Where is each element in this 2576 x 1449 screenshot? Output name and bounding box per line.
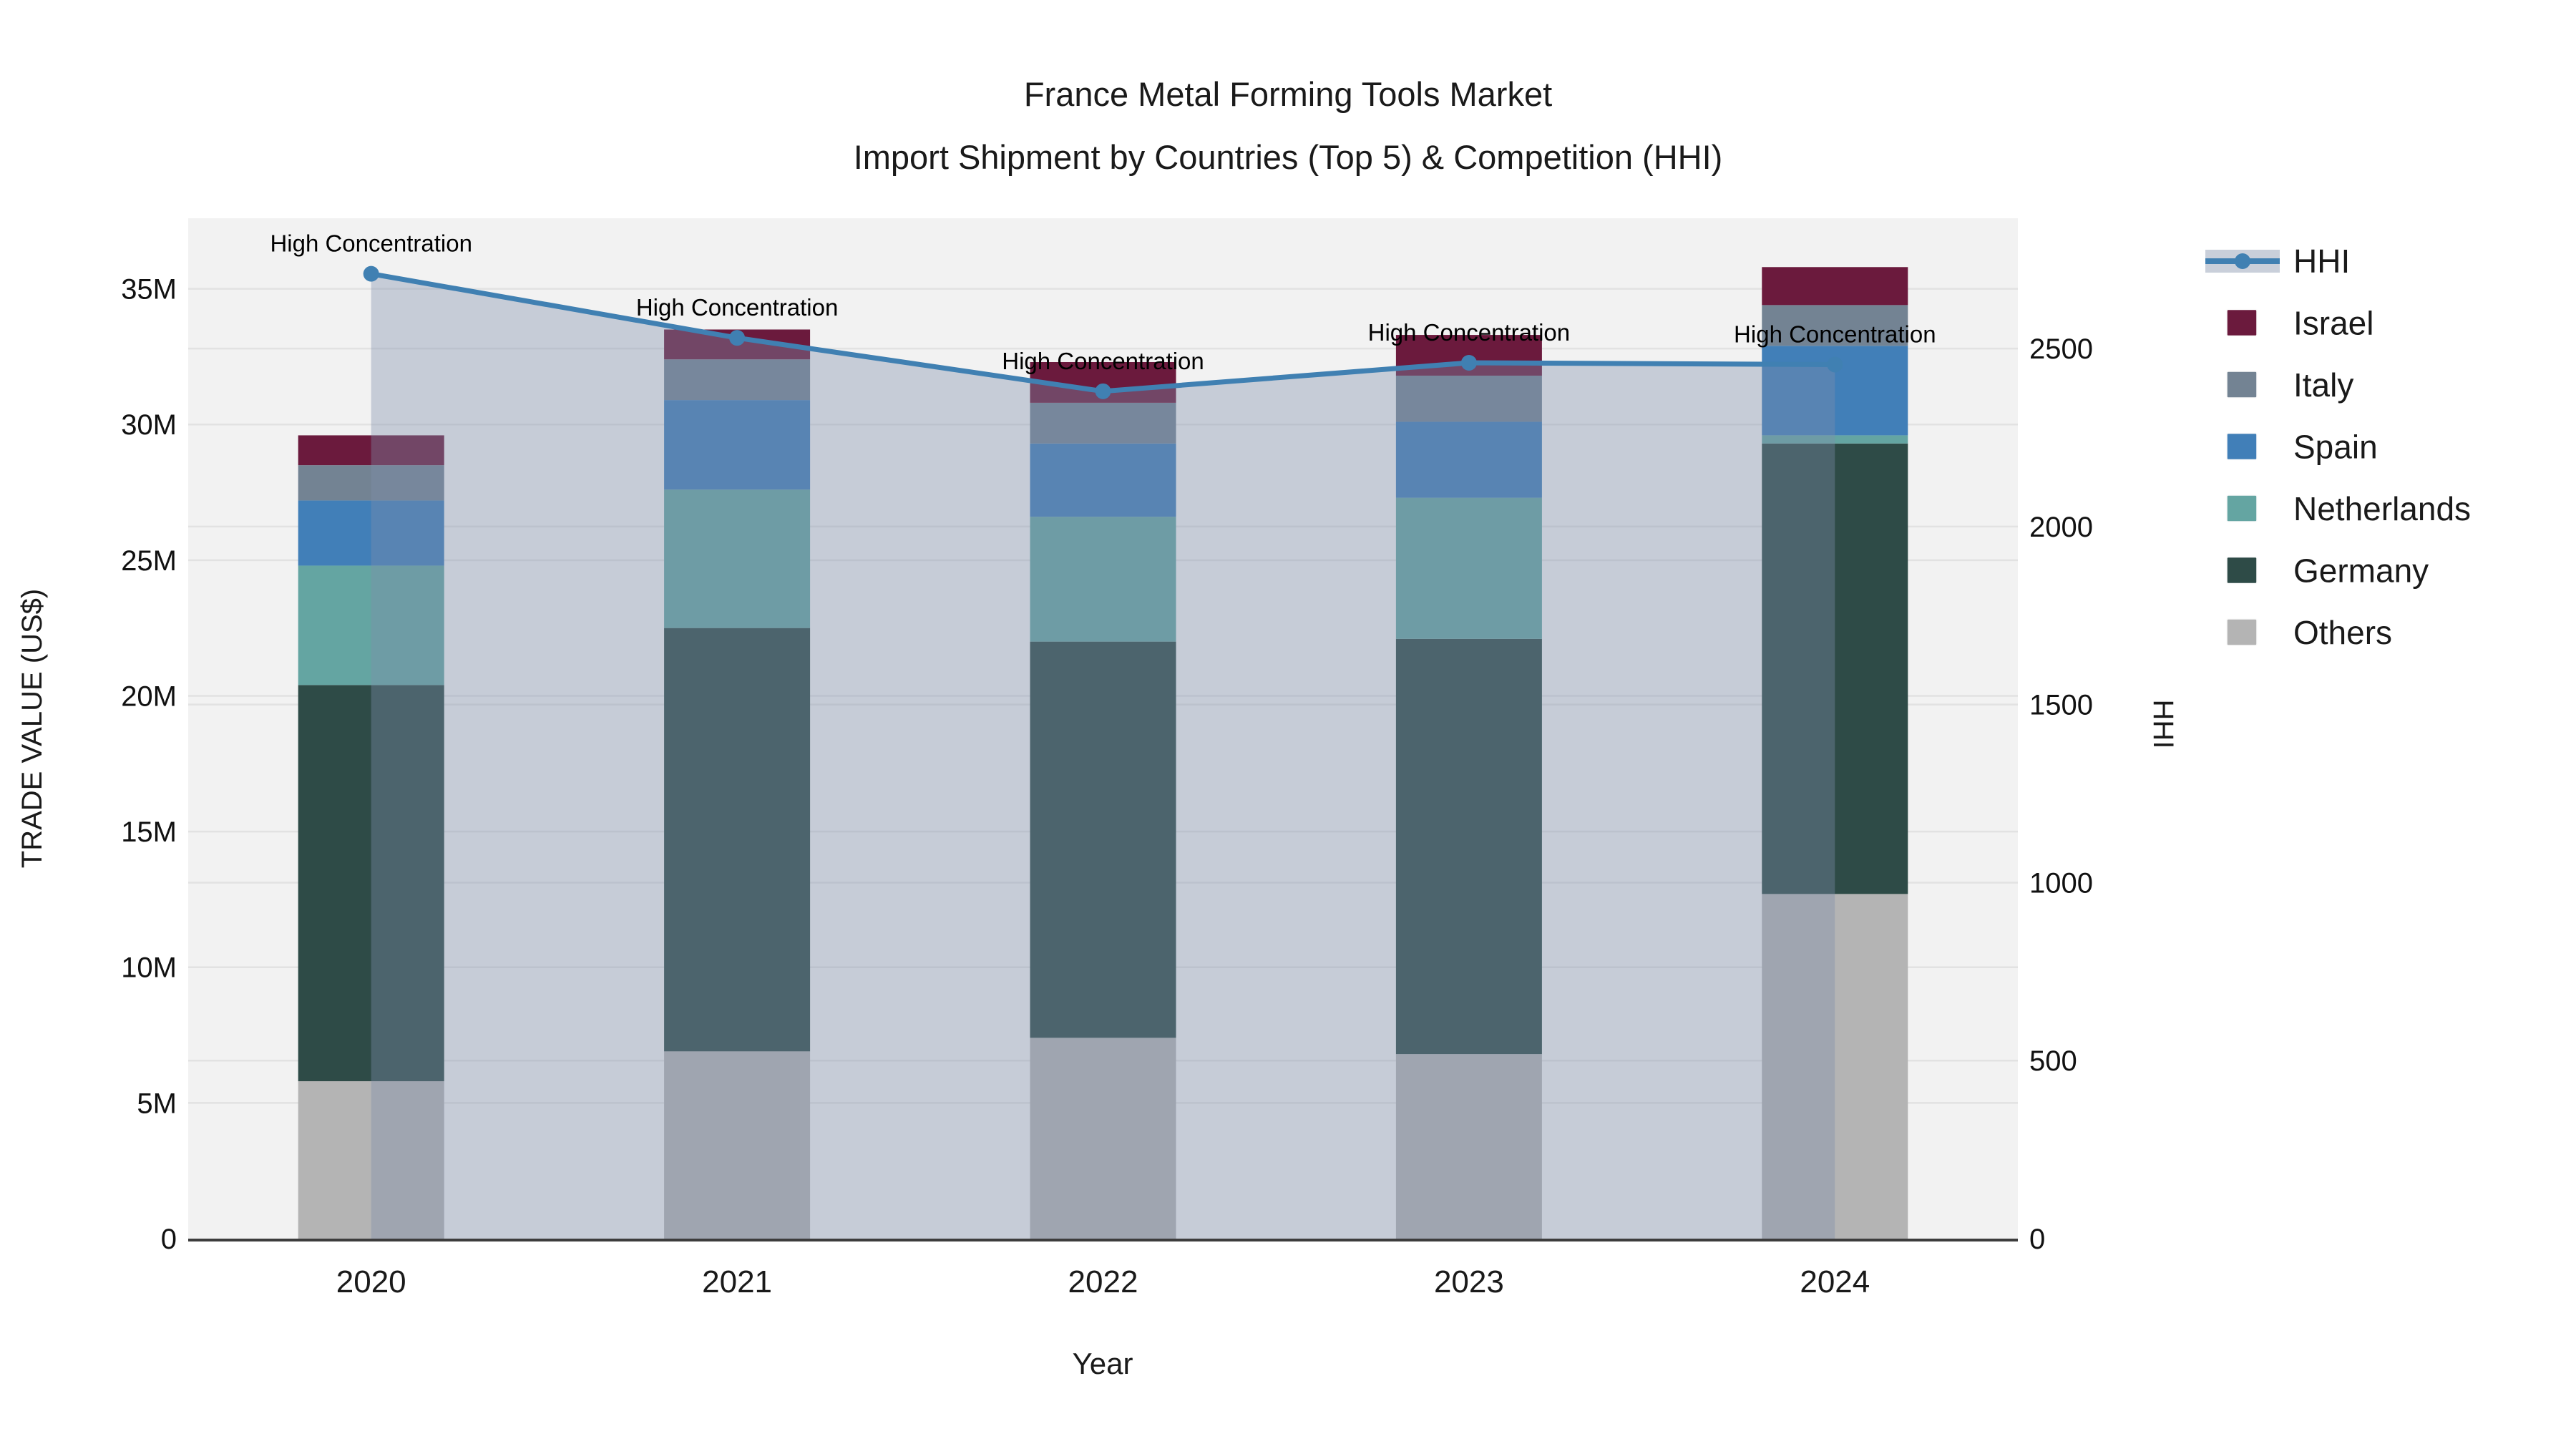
y-right-tick-label: 0 — [2029, 1224, 2045, 1255]
legend-swatch-germany — [2226, 556, 2258, 585]
bar-segment-others-2023 — [1395, 1054, 1542, 1239]
bar-segment-spain-2022 — [1030, 443, 1176, 517]
legend-swatch-italy — [2226, 371, 2258, 399]
x-tick-label: 2022 — [1068, 1264, 1138, 1299]
bar-segment-others-2022 — [1030, 1038, 1176, 1239]
legend-label-netherlands: Netherlands — [2293, 490, 2471, 527]
y-right-tick-label: 2000 — [2029, 512, 2093, 543]
y-left-tick-label: 5M — [137, 1088, 177, 1119]
legend-label-hhi: HHI — [2293, 243, 2350, 280]
y-left-tick-label: 30M — [121, 409, 177, 441]
legend-label-italy: Italy — [2293, 366, 2353, 404]
hhi-marker-2021 — [729, 330, 746, 346]
y-left-tick-label: 20M — [121, 680, 177, 712]
legend-item-others: Others — [2226, 614, 2392, 651]
legend-item-italy: Italy — [2226, 366, 2353, 404]
hhi-marker-2023 — [1460, 355, 1477, 371]
legend-swatch-others — [2226, 618, 2258, 646]
bar-segment-italy-2022 — [1030, 402, 1176, 444]
legend-label-spain: Spain — [2293, 429, 2378, 466]
bar-segment-others-2024 — [1762, 894, 1908, 1239]
x-tick-label: 2024 — [1800, 1264, 1870, 1299]
x-tick-label: 2020 — [336, 1264, 406, 1299]
legend-item-netherlands: Netherlands — [2226, 490, 2471, 527]
y-left-tick-label: 35M — [121, 274, 177, 306]
bar-segment-netherlands-2021 — [664, 489, 811, 628]
bar-segment-netherlands-2024 — [1762, 435, 1908, 444]
annotation-high-concentration: High Concentration — [636, 294, 839, 321]
bar-segment-italy-2021 — [664, 359, 811, 401]
bar-segment-germany-2023 — [1395, 638, 1542, 1055]
annotation-high-concentration: High Concentration — [1002, 348, 1204, 374]
legend-item-germany: Germany — [2226, 552, 2429, 590]
bar-segment-israel-2024 — [1762, 267, 1908, 306]
chart-title-line1: France Metal Forming Tools Market — [1024, 75, 1552, 113]
bar-segment-others-2021 — [664, 1051, 811, 1239]
x-tick-label: 2023 — [1434, 1264, 1504, 1299]
y-left-tick-label: 15M — [121, 816, 177, 848]
y-right-tick-label: 1500 — [2029, 690, 2093, 721]
legend-label-germany: Germany — [2293, 552, 2429, 590]
y-left-tick-label: 0 — [161, 1224, 177, 1255]
annotation-high-concentration: High Concentration — [1368, 319, 1571, 346]
hhi-legend-marker — [2235, 253, 2250, 269]
legend-swatch-israel — [2226, 308, 2258, 337]
legend-item-hhi: HHI — [2205, 243, 2350, 280]
x-axis-label: Year — [1073, 1347, 1133, 1380]
annotation-high-concentration: High Concentration — [1734, 321, 1936, 347]
bar-segment-italy-2024 — [1762, 305, 1908, 346]
legend-swatch-spain — [2226, 432, 2258, 461]
hhi-area-fill — [371, 273, 1835, 1239]
bar-segment-others-2020 — [298, 1081, 444, 1239]
legend-label-others: Others — [2293, 614, 2392, 651]
hhi-marker-2022 — [1095, 383, 1111, 399]
bar-segment-germany-2020 — [298, 685, 444, 1082]
bar-segment-italy-2020 — [298, 465, 444, 501]
bar-segment-netherlands-2020 — [298, 565, 444, 686]
y-left-tick-label: 10M — [121, 952, 177, 984]
legend: HHI Israel Italy Spain Netherlands Germany Oth… — [2205, 243, 2471, 651]
y-right-tick-label: 500 — [2029, 1045, 2077, 1077]
y-left-tick-label: 25M — [121, 545, 177, 577]
legend-item-spain: Spain — [2226, 429, 2378, 466]
x-tick-label: 2021 — [702, 1264, 772, 1299]
y-right-tick-label: 2500 — [2029, 333, 2093, 365]
legend-swatch-netherlands — [2226, 494, 2258, 522]
bar-segment-spain-2023 — [1395, 421, 1542, 498]
bar-segment-israel-2020 — [298, 435, 444, 466]
bar-segment-italy-2023 — [1395, 375, 1542, 422]
y-axis-right-label: HHI — [2147, 700, 2179, 749]
bar-segment-germany-2021 — [664, 628, 811, 1052]
plot-area: High Concentration High Concentration High… — [121, 218, 2093, 1299]
legend-item-israel: Israel — [2226, 305, 2373, 342]
chart-title-line2: Import Shipment by Countries (Top 5) & C… — [854, 138, 1723, 176]
y-right-tick-label: 1000 — [2029, 867, 2093, 899]
hhi-marker-2024 — [1827, 356, 1843, 373]
annotation-high-concentration: High Concentration — [270, 230, 472, 257]
bar-segment-germany-2024 — [1762, 443, 1908, 894]
bar-segment-spain-2020 — [298, 500, 444, 566]
bar-segment-netherlands-2023 — [1395, 497, 1542, 639]
bar-segment-netherlands-2022 — [1030, 517, 1176, 642]
legend-label-israel: Israel — [2293, 305, 2373, 342]
y-axis-left-label: TRADE VALUE (US$) — [16, 589, 48, 868]
hhi-marker-2020 — [363, 265, 379, 282]
bar-segment-germany-2022 — [1030, 641, 1176, 1038]
bar-segment-spain-2021 — [664, 400, 811, 490]
